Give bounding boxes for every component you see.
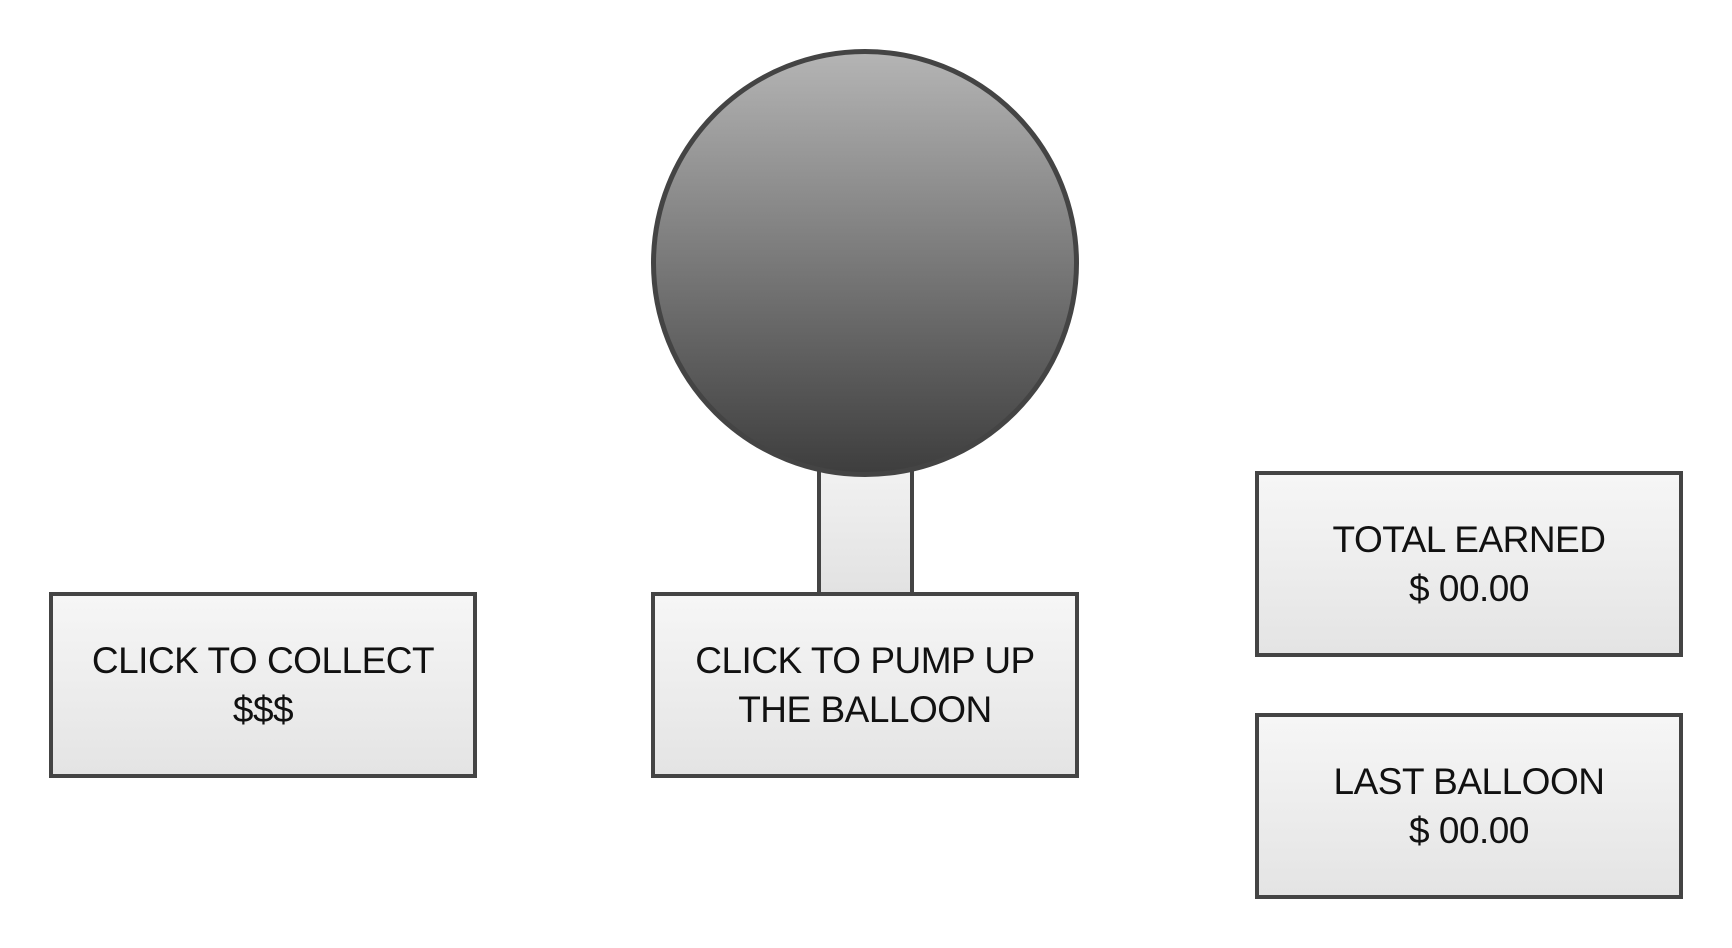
- total-earned-label: TOTAL EARNED: [1332, 519, 1606, 560]
- balloon: [651, 49, 1079, 477]
- last-balloon-panel: LAST BALLOON $ 00.00: [1255, 713, 1683, 899]
- collect-button-label-line1: CLICK TO COLLECT: [91, 640, 435, 681]
- collect-button-label-line2: $$$: [232, 689, 294, 730]
- pump-button[interactable]: CLICK TO PUMP UP THE BALLOON: [651, 592, 1079, 778]
- pump-button-label-line1: CLICK TO PUMP UP: [695, 640, 1035, 681]
- pump-button-label-line2: THE BALLOON: [738, 689, 992, 730]
- balloon-nozzle: [817, 462, 914, 598]
- collect-button[interactable]: CLICK TO COLLECT $$$: [49, 592, 477, 778]
- last-balloon-label: LAST BALLOON: [1333, 761, 1605, 802]
- total-earned-panel: TOTAL EARNED $ 00.00: [1255, 471, 1683, 657]
- last-balloon-value: $ 00.00: [1409, 810, 1529, 851]
- total-earned-value: $ 00.00: [1409, 568, 1529, 609]
